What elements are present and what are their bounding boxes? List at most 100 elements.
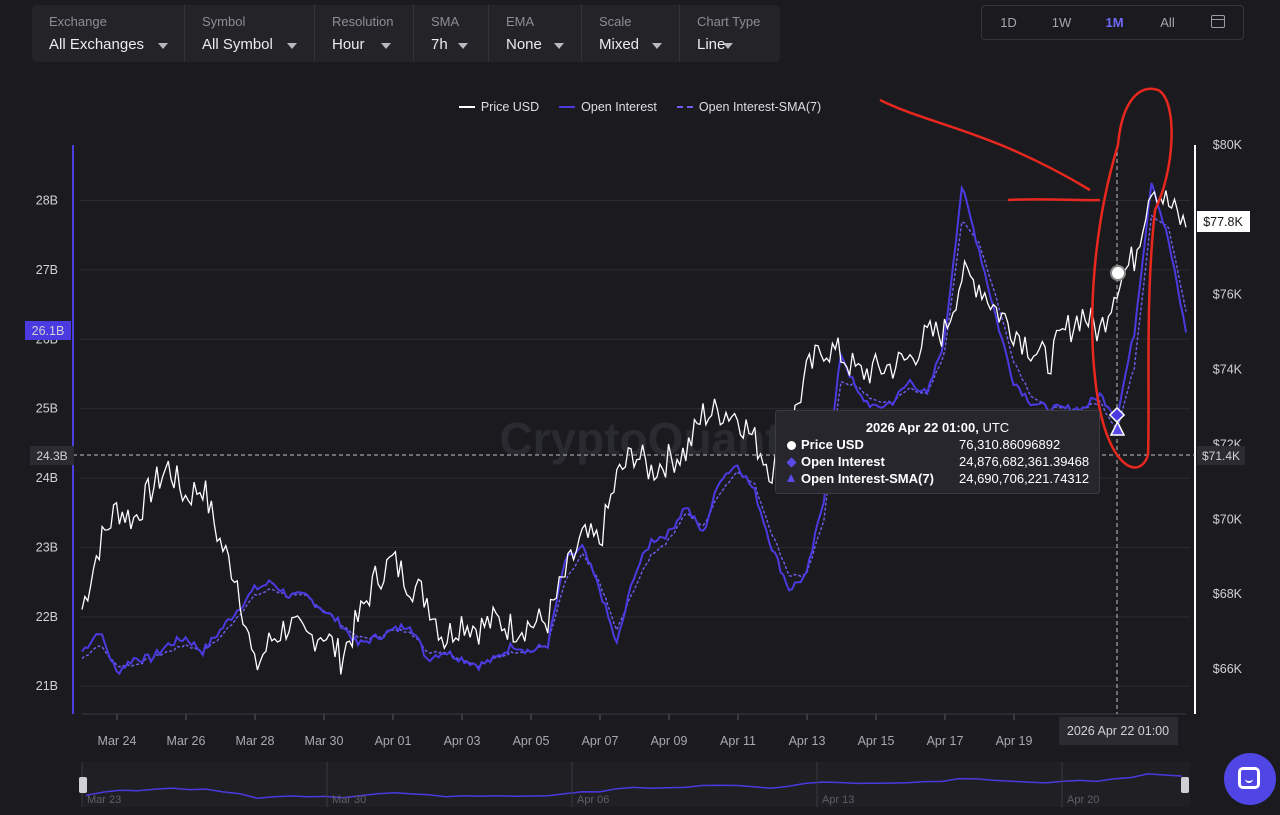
time-range-selector: 1D 1W 1M All bbox=[981, 5, 1244, 40]
x-tick-label: Mar 28 bbox=[236, 734, 275, 748]
navigator-tick-label: Mar 23 bbox=[87, 794, 121, 806]
series-line-price-usd bbox=[81, 190, 1187, 675]
series-line-open-interest-sma bbox=[81, 214, 1187, 669]
legend-item-price-usd[interactable]: Price USD bbox=[458, 100, 540, 114]
y-left-tick-label: 22B bbox=[36, 610, 58, 624]
chevron-down-icon bbox=[458, 43, 468, 49]
calendar-icon[interactable] bbox=[1211, 15, 1225, 28]
legend-item-open-interest-sma[interactable]: Open Interest-SMA(7) bbox=[676, 100, 822, 114]
legend-label-open-interest-sma: Open Interest-SMA(7) bbox=[698, 100, 822, 114]
x-tick-label: Apr 17 bbox=[927, 734, 964, 748]
annotation-circle bbox=[1090, 87, 1173, 469]
y-right-tick-label: $66K bbox=[1213, 662, 1243, 676]
range-1w-button[interactable]: 1W bbox=[1051, 15, 1072, 30]
range-all-button[interactable]: All bbox=[1160, 15, 1175, 30]
chart-type-value: Line bbox=[697, 36, 726, 53]
sma-dropdown[interactable]: SMA 7h bbox=[414, 5, 489, 62]
x-tick-label: Apr 19 bbox=[996, 734, 1033, 748]
x-tick-label: Apr 03 bbox=[444, 734, 481, 748]
right-crosshair-badge-label: $71.4K bbox=[1202, 449, 1240, 463]
tooltip-title: 2026 Apr 22 01:00, UTC bbox=[865, 420, 1010, 435]
legend-swatch-price bbox=[458, 106, 475, 108]
y-right-tick-label: $74K bbox=[1213, 363, 1243, 377]
symbol-label: Symbol bbox=[202, 14, 246, 29]
scale-value: Mixed bbox=[599, 36, 640, 53]
y-left-axis: 21B22B23B24B25B26B27B28B bbox=[36, 194, 58, 694]
scale-dropdown[interactable]: Scale Mixed bbox=[582, 5, 680, 62]
exchange-dropdown[interactable]: Exchange All Exchanges bbox=[32, 5, 185, 62]
symbol-value: All Symbol bbox=[202, 36, 273, 53]
hover-marker-price bbox=[1110, 265, 1126, 281]
diamond-marker-icon bbox=[786, 457, 797, 468]
y-right-tick-label: $68K bbox=[1213, 587, 1243, 601]
legend-item-open-interest[interactable]: Open Interest bbox=[559, 100, 657, 114]
chart-legend: Price USD Open Interest Open Interest-SM… bbox=[0, 100, 1280, 114]
triangle-marker-icon bbox=[787, 474, 795, 482]
y-left-tick-label: 21B bbox=[36, 679, 58, 693]
navigator-right-handle[interactable] bbox=[1181, 777, 1189, 793]
series-line-open-interest bbox=[81, 182, 1187, 676]
exchange-value: All Exchanges bbox=[49, 36, 145, 53]
tooltip-row-price: Price USD 76,310.86096892 bbox=[787, 437, 1091, 454]
filter-bar: Exchange All Exchanges Symbol All Symbol… bbox=[32, 5, 780, 62]
right-current-badge bbox=[1197, 211, 1250, 232]
left-crosshair-badge bbox=[30, 446, 74, 465]
navigator-tick-label: Apr 13 bbox=[822, 794, 854, 806]
legend-label-price: Price USD bbox=[480, 100, 540, 114]
chevron-down-icon bbox=[158, 43, 168, 49]
y-left-tick-label: 25B bbox=[36, 402, 58, 416]
ema-label: EMA bbox=[506, 14, 535, 29]
ema-value: None bbox=[506, 36, 542, 53]
symbol-dropdown[interactable]: Symbol All Symbol bbox=[185, 5, 315, 62]
hover-marker-open-interest bbox=[1108, 406, 1126, 424]
tooltip-row-open-interest: Open Interest 24,876,682,361.39468 bbox=[786, 454, 1091, 471]
tooltip-name: Open Interest-SMA(7) bbox=[801, 471, 934, 486]
y-left-tick-label: 27B bbox=[36, 263, 58, 277]
legend-swatch-open-interest bbox=[559, 106, 576, 108]
navigator-series-line bbox=[85, 773, 1183, 800]
crosshair-x-badge-label: 2026 Apr 22 01:00 bbox=[1067, 724, 1169, 738]
chevron-down-icon bbox=[287, 43, 297, 49]
resolution-value: Hour bbox=[332, 36, 365, 53]
range-1m-button[interactable]: 1M bbox=[1105, 15, 1124, 30]
sma-label: SMA bbox=[431, 14, 460, 29]
hover-marker-open-interest-sma bbox=[1109, 420, 1126, 436]
chart-type-label: Chart Type bbox=[697, 14, 761, 29]
chart-type-dropdown[interactable]: Chart Type Line bbox=[680, 5, 780, 62]
left-crosshair-badge-label: 24.3B bbox=[36, 449, 67, 463]
y-right-tick-label: $80K bbox=[1213, 138, 1243, 152]
x-tick-label: Mar 24 bbox=[98, 734, 137, 748]
tooltip-value: 24,690,706,221.74312 bbox=[959, 471, 1090, 486]
resolution-dropdown[interactable]: Resolution Hour bbox=[315, 5, 414, 62]
gridlines bbox=[80, 200, 1190, 687]
chat-icon bbox=[1238, 767, 1260, 789]
chart-tooltip: 2026 Apr 22 01:00, UTC Price USD 76,310.… bbox=[775, 410, 1100, 494]
range-1d-button[interactable]: 1D bbox=[1000, 15, 1017, 30]
y-right-tick-label: $76K bbox=[1213, 288, 1243, 302]
y-left-tick-label: 24B bbox=[36, 471, 58, 485]
x-tick-label: Apr 07 bbox=[582, 734, 619, 748]
chat-support-button[interactable] bbox=[1224, 753, 1276, 805]
navigator-tick-label: Apr 06 bbox=[577, 794, 609, 806]
y-left-tick-label: 28B bbox=[36, 194, 58, 208]
chevron-down-icon bbox=[723, 43, 733, 49]
navigator-left-handle[interactable] bbox=[79, 777, 87, 793]
tooltip-value: 24,876,682,361.39468 bbox=[959, 454, 1090, 469]
legend-label-open-interest: Open Interest bbox=[581, 100, 657, 114]
annotation-arrow-curve bbox=[879, 98, 1091, 192]
chevron-down-icon bbox=[652, 43, 662, 49]
navigator-tick-label: Mar 30 bbox=[332, 794, 366, 806]
sma-value: 7h bbox=[431, 36, 448, 53]
chevron-down-icon bbox=[554, 43, 564, 49]
x-tick-label: Apr 11 bbox=[720, 734, 756, 748]
left-current-badge bbox=[25, 321, 71, 340]
navigator[interactable] bbox=[82, 762, 1190, 807]
right-current-badge-label: $77.8K bbox=[1203, 215, 1243, 229]
tooltip-name: Price USD bbox=[801, 437, 864, 452]
x-tick-label: Mar 30 bbox=[305, 734, 344, 748]
x-tick-label: Apr 13 bbox=[789, 734, 826, 748]
tooltip-name: Open Interest bbox=[801, 454, 885, 469]
ema-dropdown[interactable]: EMA None bbox=[489, 5, 582, 62]
x-tick-label: Mar 26 bbox=[167, 734, 206, 748]
